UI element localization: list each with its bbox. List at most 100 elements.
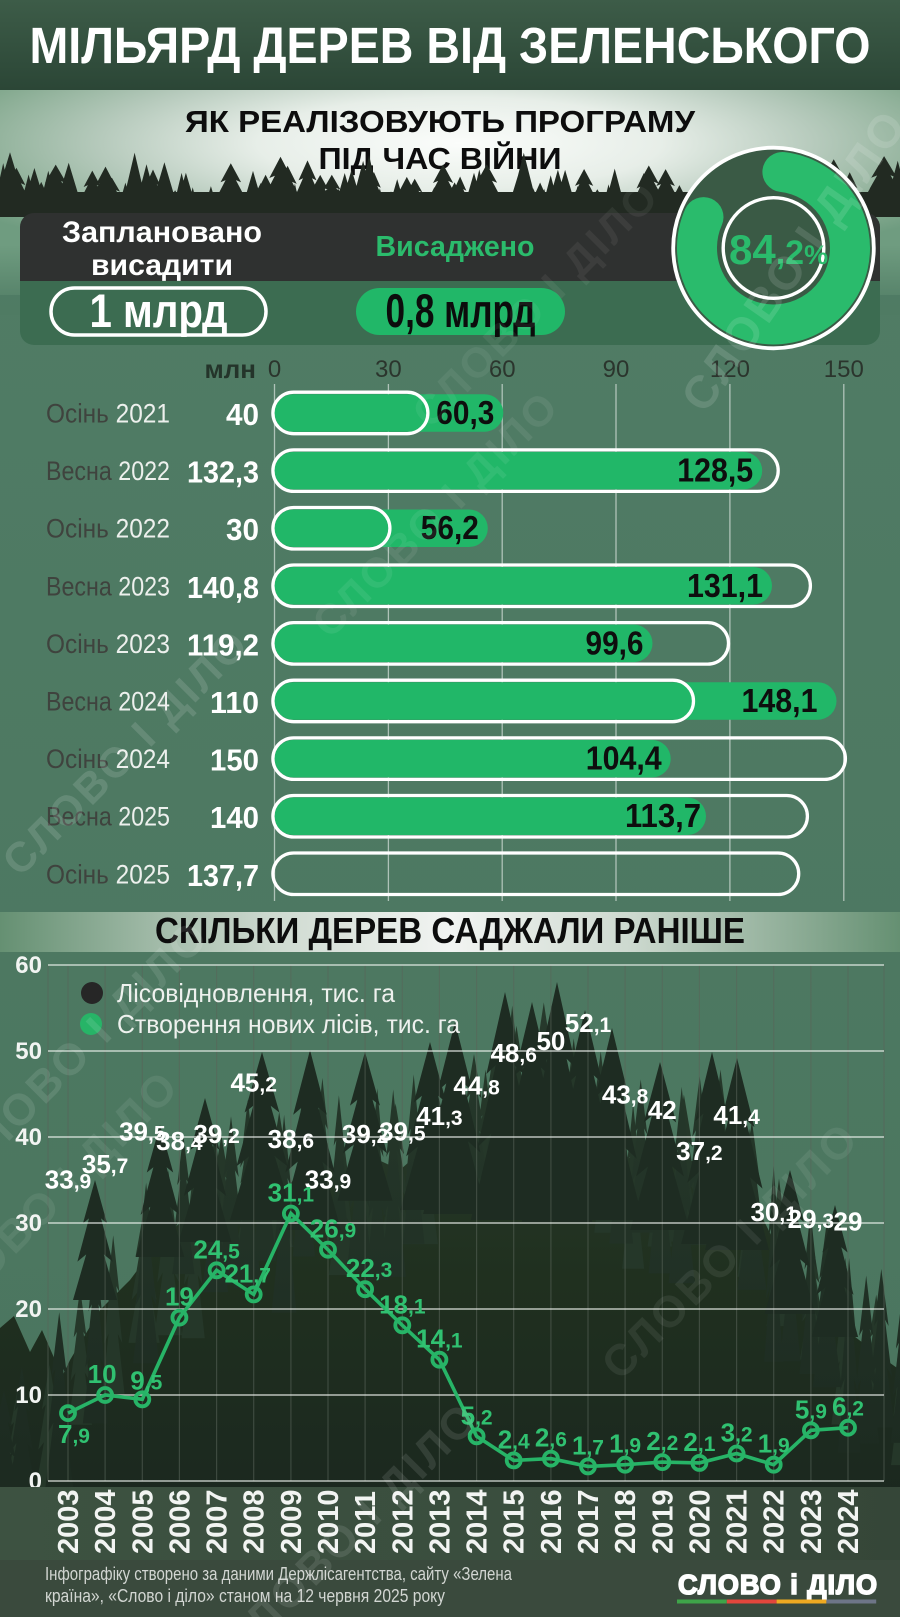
svg-text:50: 50	[15, 1038, 42, 1065]
svg-text:Весна 2024: Весна 2024	[46, 687, 170, 717]
svg-text:2024: 2024	[833, 1489, 865, 1554]
svg-text:30: 30	[226, 512, 259, 547]
svg-text:6,2: 6,2	[832, 1392, 864, 1422]
svg-text:2005: 2005	[127, 1489, 159, 1554]
svg-text:30: 30	[15, 1210, 42, 1237]
svg-text:90: 90	[603, 356, 630, 383]
svg-text:2018: 2018	[610, 1489, 642, 1554]
svg-text:Інфографіку створено за даними: Інфографіку створено за даними Держлісаг…	[45, 1564, 513, 1584]
svg-text:39,5: 39,5	[379, 1116, 426, 1146]
svg-text:2013: 2013	[424, 1489, 456, 1554]
svg-text:56,2: 56,2	[421, 509, 479, 546]
svg-text:2023: 2023	[796, 1489, 828, 1554]
svg-text:43,8: 43,8	[602, 1079, 649, 1109]
svg-text:140,8: 140,8	[187, 570, 259, 605]
svg-text:29,3: 29,3	[788, 1204, 834, 1234]
svg-text:10: 10	[88, 1359, 117, 1389]
svg-text:Лісовідновлення, тис. га: Лісовідновлення, тис. га	[117, 978, 396, 1008]
svg-text:31,1: 31,1	[268, 1178, 315, 1208]
svg-text:10: 10	[15, 1382, 42, 1409]
svg-text:35,7: 35,7	[82, 1149, 128, 1179]
svg-text:30,1: 30,1	[750, 1197, 797, 1227]
svg-text:1,7: 1,7	[572, 1430, 604, 1460]
svg-text:150: 150	[824, 356, 864, 383]
svg-text:42: 42	[648, 1095, 677, 1125]
svg-text:2,6: 2,6	[535, 1423, 567, 1453]
svg-text:2020: 2020	[684, 1489, 716, 1554]
svg-text:2017: 2017	[573, 1489, 605, 1554]
svg-text:104,4: 104,4	[586, 740, 663, 777]
svg-text:2,1: 2,1	[683, 1427, 715, 1457]
svg-text:29: 29	[834, 1207, 863, 1237]
svg-text:1 млрд: 1 млрд	[90, 284, 228, 337]
svg-text:99,6: 99,6	[586, 624, 644, 661]
svg-text:5,9: 5,9	[795, 1394, 827, 1424]
svg-text:Осінь 2022: Осінь 2022	[46, 514, 170, 544]
svg-text:140: 140	[210, 800, 259, 835]
svg-text:2009: 2009	[276, 1489, 308, 1554]
svg-text:110: 110	[210, 685, 259, 720]
svg-text:2,2: 2,2	[646, 1426, 678, 1456]
svg-text:Осінь 2025: Осінь 2025	[46, 859, 170, 889]
svg-text:Весна 2022: Весна 2022	[46, 456, 170, 486]
svg-text:38,4: 38,4	[156, 1126, 203, 1156]
svg-text:2008: 2008	[239, 1489, 271, 1554]
svg-text:39,2: 39,2	[342, 1119, 388, 1149]
svg-text:50: 50	[536, 1026, 565, 1056]
svg-text:0: 0	[268, 356, 281, 383]
svg-text:119,2: 119,2	[187, 627, 259, 662]
svg-text:39,2: 39,2	[193, 1119, 239, 1149]
svg-text:Осінь 2024: Осінь 2024	[46, 744, 170, 774]
svg-text:2014: 2014	[462, 1489, 494, 1554]
svg-text:41,4: 41,4	[713, 1100, 760, 1130]
svg-text:2007: 2007	[202, 1489, 234, 1554]
svg-text:Створення нових лісів, тис. га: Створення нових лісів, тис. га	[117, 1009, 461, 1039]
svg-text:21,7: 21,7	[224, 1258, 270, 1288]
svg-text:висадити: висадити	[91, 249, 233, 282]
svg-text:Весна 2023: Весна 2023	[46, 571, 170, 601]
svg-text:0,8 млрд: 0,8 млрд	[386, 284, 536, 337]
svg-text:131,1: 131,1	[687, 567, 763, 604]
svg-text:38,6: 38,6	[268, 1124, 314, 1154]
svg-text:Осінь 2021: Осінь 2021	[46, 399, 170, 429]
svg-text:2,4: 2,4	[498, 1424, 530, 1454]
svg-text:37,2: 37,2	[676, 1136, 722, 1166]
svg-text:СЛОВО і ДІЛО: СЛОВО і ДІЛО	[678, 1569, 878, 1600]
svg-text:5,2: 5,2	[461, 1400, 493, 1430]
svg-text:2003: 2003	[53, 1489, 85, 1554]
svg-text:20: 20	[15, 1296, 42, 1323]
svg-text:44,8: 44,8	[453, 1071, 500, 1101]
svg-text:9,5: 9,5	[130, 1365, 162, 1395]
svg-text:2015: 2015	[499, 1489, 531, 1554]
svg-text:148,1: 148,1	[742, 682, 818, 719]
svg-text:3,2: 3,2	[721, 1418, 753, 1448]
svg-text:33,9: 33,9	[305, 1165, 351, 1195]
svg-text:Заплановано: Заплановано	[62, 216, 262, 249]
svg-text:24,5: 24,5	[193, 1234, 240, 1264]
svg-text:СКІЛЬКИ ДЕРЕВ САДЖАЛИ РАНІШЕ: СКІЛЬКИ ДЕРЕВ САДЖАЛИ РАНІШЕ	[155, 910, 745, 951]
svg-text:Висаджено: Висаджено	[376, 231, 535, 263]
svg-text:14,1: 14,1	[416, 1324, 463, 1354]
svg-text:2012: 2012	[387, 1489, 419, 1554]
svg-text:60: 60	[15, 952, 42, 979]
svg-text:137,7: 137,7	[187, 858, 259, 893]
svg-text:33,9: 33,9	[45, 1165, 91, 1195]
svg-text:2019: 2019	[647, 1489, 679, 1554]
svg-text:60,3: 60,3	[436, 394, 494, 431]
svg-text:2016: 2016	[536, 1489, 568, 1554]
svg-text:країна», «Слово і діло» станом: країна», «Слово і діло» станом на 12 чер…	[45, 1586, 445, 1606]
svg-text:128,5: 128,5	[677, 452, 753, 489]
svg-text:22,3: 22,3	[346, 1253, 392, 1283]
svg-text:Осінь 2023: Осінь 2023	[46, 629, 170, 659]
svg-text:52,1: 52,1	[565, 1008, 612, 1038]
svg-text:18,1: 18,1	[379, 1289, 426, 1319]
svg-text:120: 120	[710, 356, 750, 383]
svg-text:Весна 2025: Весна 2025	[46, 802, 170, 832]
svg-text:2021: 2021	[722, 1489, 754, 1554]
svg-text:2004: 2004	[90, 1489, 122, 1554]
svg-text:40: 40	[15, 1124, 42, 1151]
svg-text:30: 30	[375, 356, 402, 383]
svg-text:1,9: 1,9	[609, 1429, 641, 1459]
svg-text:2010: 2010	[313, 1489, 345, 1554]
svg-text:48,6: 48,6	[490, 1038, 536, 1068]
